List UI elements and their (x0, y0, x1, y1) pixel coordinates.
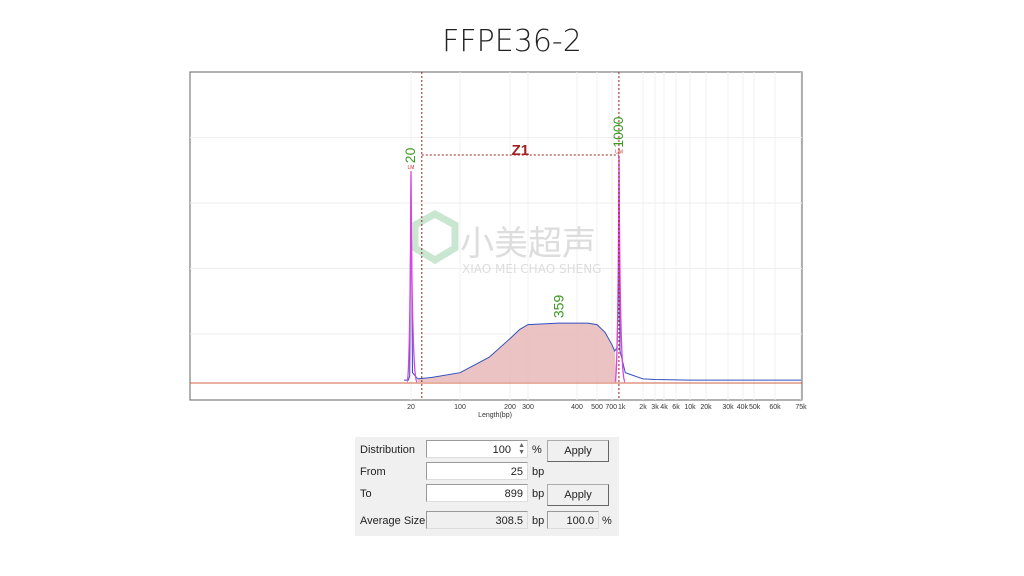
marker-label: 20 (402, 147, 418, 163)
average-size-value: 308.5 (426, 511, 528, 529)
x-tick-label: 3k (651, 404, 659, 411)
x-tick-label: 20 (407, 404, 415, 411)
average-size-unit: bp (532, 515, 545, 527)
watermark-logo: 小美超声 (460, 224, 596, 264)
x-tick-label: 6k (672, 404, 680, 411)
marker-tag: UM (615, 150, 623, 156)
apply-range-button[interactable]: Apply (547, 484, 609, 506)
spinner-icon[interactable]: ▲ ▼ (518, 442, 525, 456)
x-tick-label: 200 (504, 404, 516, 411)
x-tick-label: 40k (737, 404, 749, 411)
marker-label: 1000 (610, 116, 626, 147)
average-size-label: Average Size (360, 515, 426, 527)
x-tick-label: 75k (795, 404, 807, 411)
to-unit: bp (532, 488, 545, 500)
x-tick-label: 300 (522, 404, 534, 411)
apply-distribution-button[interactable]: Apply (547, 440, 609, 462)
x-tick-label: 1k (618, 404, 626, 411)
from-input[interactable]: 25 (426, 462, 528, 480)
x-tick-label: 4k (660, 404, 668, 411)
to-label: To (360, 488, 372, 500)
watermark-hex-icon (411, 210, 459, 265)
x-tick-label: 400 (571, 404, 583, 411)
marker-tag: LM (408, 165, 415, 171)
plot-area (189, 71, 803, 401)
to-row: To 899 bp Apply (355, 484, 619, 506)
x-tick-label: 700 (605, 404, 617, 411)
from-label: From (360, 466, 386, 478)
percent-value: 100.0 (547, 511, 599, 529)
from-row: From 25 bp (355, 462, 619, 482)
distribution-input[interactable]: 100 ▲ ▼ (426, 440, 528, 458)
x-tick-label: 60k (769, 404, 781, 411)
x-axis-label: Length(bp) (478, 412, 512, 419)
region-label: Z1 (512, 142, 530, 159)
distribution-unit: % (532, 444, 542, 456)
x-tick-label: 10k (684, 404, 696, 411)
to-input[interactable]: 899 (426, 484, 528, 502)
marker-peak (614, 155, 626, 383)
trace-line (403, 155, 801, 381)
distribution-value: 100 (492, 444, 511, 456)
percent-unit: % (602, 515, 612, 527)
x-tick-label: 500 (591, 404, 603, 411)
average-row: Average Size 308.5 bp 100.0 % (355, 511, 619, 531)
peak-label: 359 (551, 295, 567, 319)
distribution-label: Distribution (360, 444, 416, 456)
distribution-row: Distribution 100 ▲ ▼ % Apply (355, 440, 619, 462)
x-tick-label: 2k (639, 404, 647, 411)
x-tick-label: 50k (749, 404, 761, 411)
slide-title: FFPE36-2 (442, 24, 582, 59)
from-unit: bp (532, 466, 545, 478)
x-tick-label: 100 (454, 404, 466, 411)
region-fill (417, 323, 617, 382)
watermark-logo-subtitle: XIAO MEI CHAO SHENG (462, 262, 601, 276)
x-tick-label: 30k (722, 404, 734, 411)
region-panel: Distribution 100 ▲ ▼ % Apply From 25 bp To… (355, 437, 619, 536)
x-tick-label: 20k (700, 404, 712, 411)
marker-peak (406, 171, 418, 383)
